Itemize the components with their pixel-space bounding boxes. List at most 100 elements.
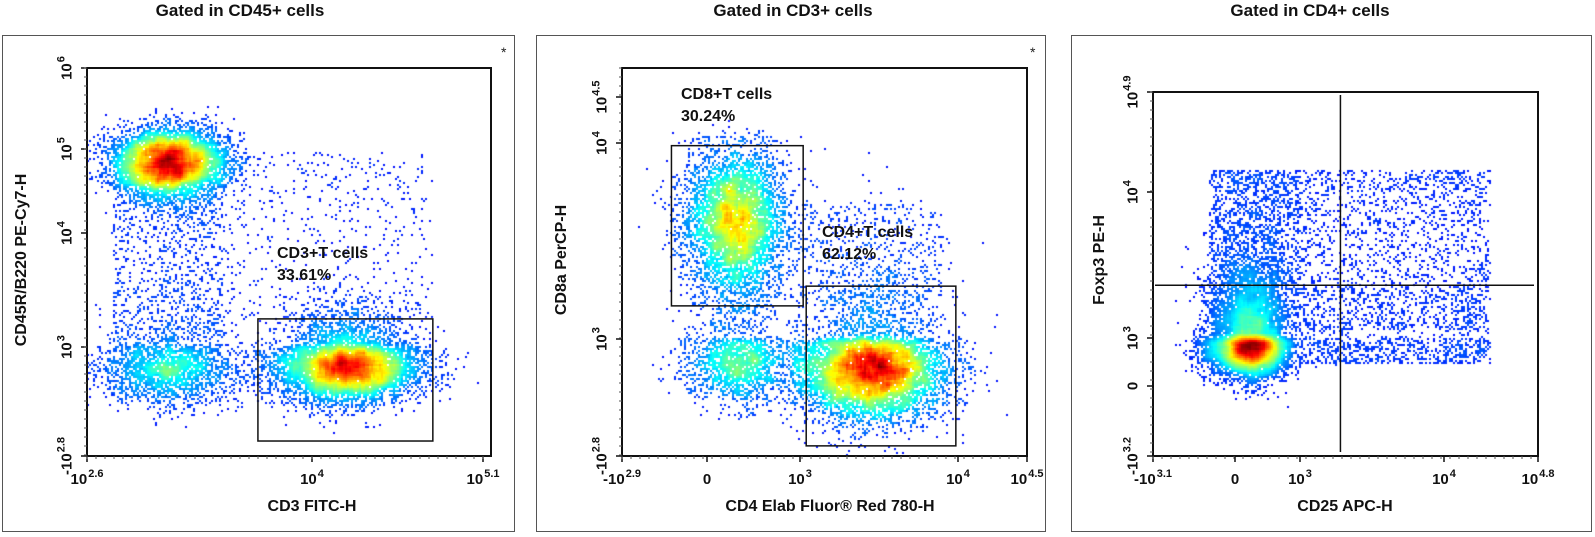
tick-exponent: 4.5 [590, 80, 603, 96]
x-tick-label: 0 [703, 472, 711, 487]
tick-exponent: 2.6 [88, 468, 104, 480]
tick-base: 10 [300, 471, 317, 488]
asterisk-marker: * [501, 44, 507, 60]
x-tick-label: 104 [300, 469, 324, 488]
gate-name: CD3+T cells [277, 245, 369, 262]
x-tick-label: -103.1 [1134, 469, 1172, 488]
x-axis-title: CD3 FITC-H [267, 498, 357, 515]
tick-base: 10 [1124, 333, 1142, 350]
tick-base: 10 [1521, 471, 1539, 488]
y-tick-label: 104 [56, 221, 76, 245]
tick-exponent: 3.2 [1121, 437, 1134, 453]
tick-exponent: 5.1 [484, 468, 500, 480]
tick-base: 10 [593, 96, 611, 114]
tick-exponent: 3 [55, 335, 68, 342]
tick-base: 10 [58, 144, 76, 161]
x-tick-label: 104.5 [1010, 469, 1044, 488]
y-tick-label: 104.5 [591, 81, 611, 114]
y-tick-label: -102.8 [56, 437, 76, 475]
tick-base: 10 [58, 342, 76, 359]
y-tick-label: 0 [1124, 381, 1142, 391]
y-axis-title: CD45R/B220 PE-Cy7-H [13, 173, 30, 347]
gate-percent: 30.24% [681, 108, 736, 125]
gate-percent: 62.12% [822, 246, 877, 263]
x-axis-title: CD25 APC-H [1297, 498, 1393, 515]
gate-label: CD3+T cells 33.61% [277, 243, 368, 287]
gate-label: CD8+T cells 30.24% [681, 84, 772, 128]
y-tick-label: 105 [56, 137, 76, 161]
asterisk-marker: * [1030, 44, 1036, 60]
density-dot-plot [1153, 92, 1538, 456]
tick-exponent: 4 [590, 131, 603, 138]
x-tick-label: 104 [1432, 469, 1456, 488]
tick-exponent: 2.8 [55, 437, 68, 453]
tick-base: 10 [593, 334, 611, 351]
y-tick-label: 104.9 [1122, 76, 1142, 109]
panel-title: Gated in CD4+ cells [1230, 1, 1390, 20]
y-tick-label: -103.2 [1122, 437, 1142, 475]
tick-base: 0 [702, 471, 712, 488]
tick-exponent: 4.8 [1539, 468, 1555, 480]
x-tick-label: 103 [1288, 469, 1312, 488]
y-tick-label: 103 [591, 327, 611, 351]
tick-base: -10 [593, 453, 611, 475]
tick-exponent: 5 [55, 137, 68, 144]
tick-base: 10 [58, 63, 76, 80]
tick-base: 0 [1230, 471, 1240, 488]
gate-label: CD4+T cells 62.12% [822, 222, 913, 266]
tick-exponent: 3 [1305, 468, 1312, 480]
x-tick-label: 104 [946, 469, 970, 488]
tick-base: 10 [58, 228, 76, 245]
tick-exponent: 4 [963, 468, 970, 480]
x-tick-label: 0 [1231, 472, 1239, 487]
tick-exponent: 2.9 [625, 468, 641, 480]
plot-panel [536, 35, 1046, 532]
gate-name: CD4+T cells [822, 224, 914, 241]
tick-exponent: 4 [1121, 180, 1134, 187]
x-tick-label: -102.9 [603, 469, 641, 488]
tick-base: -10 [58, 453, 76, 475]
tick-base: 10 [593, 138, 611, 155]
y-tick-label: 103 [56, 335, 76, 359]
tick-base: -10 [1124, 453, 1142, 475]
tick-base: 10 [1124, 187, 1142, 204]
y-tick-label: 103 [1122, 326, 1142, 350]
tick-base: 10 [70, 471, 88, 488]
y-tick-label: 104 [1122, 180, 1142, 204]
y-tick-label: 106 [56, 56, 76, 80]
x-tick-label: 104.8 [1521, 469, 1555, 488]
tick-base: 10 [1432, 471, 1449, 488]
gate-name: CD8+T cells [681, 86, 773, 103]
tick-base: 10 [788, 471, 805, 488]
tick-exponent: 3 [590, 327, 603, 334]
plot-panel [2, 35, 515, 532]
x-axis-title: CD4 Elab Fluor® Red 780-H [725, 498, 935, 515]
tick-base: 10 [1288, 471, 1305, 488]
tick-base: 10 [946, 471, 963, 488]
tick-base: 10 [1124, 91, 1142, 109]
tick-base: -10 [603, 471, 625, 488]
tick-exponent: 4.5 [1028, 468, 1044, 480]
panel-title: Gated in CD3+ cells [713, 1, 873, 20]
y-axis-title: Foxp3 PE-H [1091, 215, 1108, 305]
tick-exponent: 3 [1121, 326, 1134, 333]
tick-base: 0 [1124, 381, 1142, 391]
tick-base: 10 [1010, 471, 1028, 488]
plot-panel [1071, 35, 1592, 532]
tick-exponent: 2.8 [590, 437, 603, 453]
tick-exponent: 6 [55, 56, 68, 63]
panel-title: Gated in CD45+ cells [155, 1, 325, 20]
x-tick-label: 103 [788, 469, 812, 488]
y-tick-label: -102.8 [591, 437, 611, 475]
y-axis-title: CD8a PerCP-H [553, 204, 570, 316]
tick-exponent: 3 [805, 468, 812, 480]
x-tick-label: 102.6 [70, 469, 104, 488]
tick-exponent: 4 [317, 468, 324, 480]
x-tick-label: 105.1 [467, 469, 500, 488]
tick-exponent: 4 [55, 221, 68, 228]
tick-exponent: 4.9 [1121, 75, 1134, 91]
tick-exponent: 4 [1449, 468, 1456, 480]
tick-exponent: 3.1 [1156, 468, 1172, 480]
gate-percent: 33.61% [277, 267, 332, 284]
